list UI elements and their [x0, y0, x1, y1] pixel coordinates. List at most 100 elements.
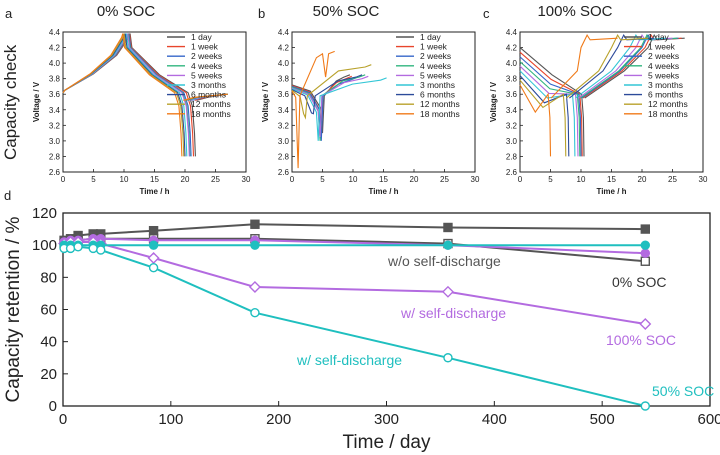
data-point: [640, 256, 650, 266]
x-tick-label: 25: [211, 175, 220, 184]
x-tick-label: 5: [320, 175, 325, 184]
series-line: [62, 33, 183, 157]
x-tick-label: 25: [668, 175, 677, 184]
x-tick-label: 15: [379, 175, 388, 184]
y-tick-label: 3.0: [49, 137, 61, 146]
series-line: [519, 84, 552, 157]
data-point: [441, 285, 454, 298]
y-tick-label: 120: [32, 205, 57, 222]
panel-a-title: 0% SOC: [97, 3, 156, 20]
series-group: [59, 242, 650, 411]
data-point: [148, 262, 159, 273]
data-point: [443, 353, 453, 363]
y-tick-label: 3.2: [506, 121, 518, 130]
legend-entry: 6 months: [648, 90, 683, 100]
series-line: [62, 33, 185, 157]
x-tick-label: 30: [242, 175, 251, 184]
y-tick-label: 3.8: [506, 75, 518, 84]
x-tick-label: 15: [607, 175, 616, 184]
y-tick-label: 60: [40, 302, 57, 319]
y-tick-label: 3.6: [49, 90, 61, 99]
x-tick-label: 0: [290, 175, 295, 184]
y-tick-label: 20: [40, 366, 57, 383]
data-point: [640, 224, 650, 234]
series-line: [291, 77, 387, 141]
x-axis-title: Time / day: [343, 432, 431, 453]
y-tick-label: 100: [32, 237, 57, 254]
annotation-label: 50% SOC: [652, 383, 714, 399]
series-line: [519, 75, 570, 157]
legend-entry: 18 months: [648, 109, 688, 119]
series-line: [291, 64, 372, 120]
legend-entry: 1 week: [648, 42, 676, 52]
legend-entry: 5 weeks: [191, 70, 222, 80]
legend-entry: 1 week: [420, 42, 448, 52]
legend-entry: 2 weeks: [420, 51, 451, 61]
x-tick-label: 25: [440, 175, 449, 184]
x-tick-label: 5: [548, 175, 553, 184]
y-tick-label: 2.8: [49, 152, 61, 161]
y-tick-label: 3.6: [506, 90, 518, 99]
x-tick-label: 20: [181, 175, 190, 184]
y-tick-label: 3.2: [278, 121, 290, 130]
y-tick-label: 4.2: [506, 44, 518, 53]
y-tick-label: 2.6: [49, 168, 61, 177]
x-axis-title: Time / h: [139, 187, 169, 196]
panel-letter-b: b: [258, 6, 265, 21]
x-tick-label: 30: [471, 175, 480, 184]
y-tick-label: 3.4: [49, 106, 61, 115]
y-tick-label: 4.4: [49, 28, 61, 37]
x-tick-label: 5: [91, 175, 96, 184]
x-tick-label: 200: [266, 411, 291, 428]
y-axis-title: Voltage / V: [261, 81, 270, 122]
data-point: [443, 222, 453, 233]
series-line: [291, 74, 366, 141]
x-tick-label: 400: [482, 411, 507, 428]
panel-d-capacity-chart: 0 100 200 300 400 500 600 0 20 40 60 80 100 120 Time /…: [3, 205, 720, 453]
series-line: [291, 50, 335, 169]
data-point: [73, 242, 83, 252]
data-point: [640, 248, 650, 258]
data-point: [443, 240, 453, 250]
series-line: [291, 77, 357, 141]
y-tick-label: 3.8: [49, 75, 61, 84]
row-label-capacity-check: Capacity check: [1, 44, 20, 160]
legend-entry: 1 day: [420, 32, 442, 42]
x-axis-title: Time / h: [368, 187, 398, 196]
panel-letter-c: c: [483, 6, 490, 21]
series-line: [291, 75, 369, 138]
y-tick-label: 4.2: [278, 44, 290, 53]
y-tick-label: 4.0: [49, 59, 61, 68]
x-tick-label: 30: [699, 175, 708, 184]
panel-letter-a: a: [5, 6, 13, 21]
legend-entry: 5 weeks: [648, 70, 679, 80]
y-tick-label: 4.0: [506, 59, 518, 68]
y-tick-label: 3.2: [49, 121, 61, 130]
legend-entry: 12 months: [191, 99, 231, 109]
data-point: [250, 308, 260, 318]
x-tick-label: 20: [638, 175, 647, 184]
x-tick-label: 10: [577, 175, 586, 184]
data-point: [88, 243, 98, 254]
annotation-label: 100% SOC: [606, 332, 676, 348]
y-tick-label: 4.4: [278, 28, 290, 37]
x-tick-label: 300: [374, 411, 399, 428]
legend-entry: 4 weeks: [648, 61, 679, 71]
y-axis-title: Voltage / V: [32, 81, 41, 122]
data-point: [639, 317, 652, 330]
x-tick-label: 15: [150, 175, 159, 184]
series-line: [519, 47, 585, 157]
series-tail: [183, 93, 228, 101]
x-axis-title: Time / h: [596, 187, 626, 196]
y-tick-label: 80: [40, 269, 57, 286]
data-point: [96, 245, 106, 255]
x-tick-label: 10: [120, 175, 129, 184]
legend-entry: 2 weeks: [191, 51, 222, 61]
x-tick-label: 0: [59, 411, 67, 428]
annotation-label: 0% SOC: [612, 274, 666, 290]
legend-entry: 1 week: [191, 42, 219, 52]
legend-entry: 18 months: [420, 109, 460, 119]
y-axis-title: Voltage / V: [489, 81, 498, 122]
legend-entry: 1 day: [191, 32, 213, 42]
panel-b-title: 50% SOC: [313, 3, 380, 20]
